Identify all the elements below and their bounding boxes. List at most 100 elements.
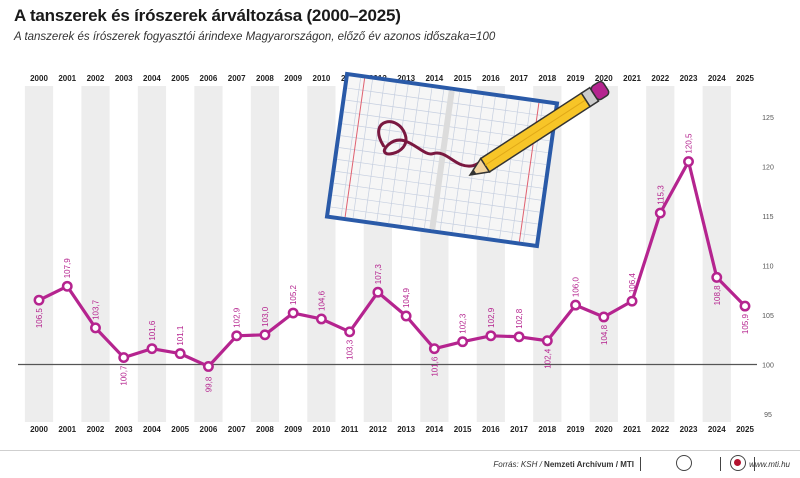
source-prefix: Forrás: KSH / (493, 460, 545, 469)
x-tick-label-top: 2004 (143, 74, 161, 83)
x-tick-label-bottom: 2019 (567, 425, 585, 434)
x-tick-label-top: 2015 (454, 74, 472, 83)
year-stripe (702, 86, 731, 422)
data-label: 103,0 (261, 306, 270, 327)
data-label: 101,1 (176, 325, 185, 346)
data-label: 106,4 (628, 273, 637, 294)
data-label: 103,3 (346, 339, 355, 360)
x-tick-label-top: 2023 (680, 74, 698, 83)
data-point (711, 271, 723, 283)
x-tick-label-top: 2016 (482, 74, 500, 83)
data-label: 102,4 (543, 348, 552, 369)
data-point (33, 294, 45, 306)
y-tick-label: 120 (762, 165, 774, 172)
data-label: 101,6 (430, 356, 439, 377)
data-point (513, 331, 525, 343)
x-tick-label-top: 2018 (538, 74, 556, 83)
x-tick-label-top: 2001 (58, 74, 76, 83)
data-label: 101,6 (148, 320, 157, 341)
x-tick-label-bottom: 2000 (30, 425, 48, 434)
data-point (146, 343, 158, 355)
x-tick-label-bottom: 2012 (369, 425, 387, 434)
data-point (174, 348, 186, 360)
y-tick-label: 125 (762, 115, 774, 122)
data-point (541, 335, 553, 347)
data-label: 102,9 (233, 307, 242, 328)
x-tick-label-top: 2006 (200, 74, 218, 83)
year-stripe (307, 86, 336, 422)
x-tick-label-bottom: 2001 (58, 425, 76, 434)
data-point (626, 295, 638, 307)
data-point (739, 300, 751, 312)
data-label: 100,7 (120, 365, 129, 386)
x-tick-label-bottom: 2021 (623, 425, 641, 434)
x-tick-label-top: 2025 (736, 74, 754, 83)
x-tick-label-top: 2000 (30, 74, 48, 83)
source-main: Nemzeti Archívum / MTI (544, 460, 634, 469)
x-tick-label-bottom: 2003 (115, 425, 133, 434)
data-label: 108,8 (713, 285, 722, 306)
footer-divider (720, 457, 721, 471)
data-label: 104,9 (402, 287, 411, 308)
data-point (683, 156, 694, 168)
y-tick-label: 100 (762, 363, 774, 370)
year-stripe (250, 86, 280, 422)
data-point (259, 329, 271, 341)
archive-logo-icon (676, 455, 692, 471)
x-tick-label-top: 2008 (256, 74, 274, 83)
data-label: 105,2 (289, 284, 298, 305)
x-tick-label-top: 2017 (510, 74, 528, 83)
website-link[interactable]: www.mti.hu (749, 460, 790, 469)
pencil-icon (468, 80, 610, 177)
data-label: 107,3 (374, 264, 383, 285)
x-tick-label-bottom: 2010 (313, 425, 331, 434)
x-tick-label-bottom: 2005 (171, 425, 189, 434)
footer: Forrás: KSH / Nemzeti Archívum / MTI www… (0, 450, 800, 478)
x-tick-label-top: 2002 (87, 74, 105, 83)
x-tick-label-bottom: 2018 (538, 425, 556, 434)
data-point (485, 330, 497, 342)
x-axis-bottom: 2000 2001 2002 2003 2004 2005 2006 2007 2008 2009… (30, 425, 754, 434)
data-points (33, 156, 751, 372)
data-point (457, 336, 469, 348)
data-label: 104,6 (317, 290, 326, 311)
chart-title: A tanszerek és írószerek árváltozása (20… (14, 6, 401, 25)
x-tick-label-top: 2024 (708, 74, 726, 83)
data-point (231, 330, 243, 342)
y-tick-label: 115 (762, 214, 773, 221)
x-tick-label-bottom: 2023 (680, 425, 698, 434)
x-tick-label-bottom: 2002 (87, 425, 105, 434)
x-tick-label-top: 2005 (171, 74, 189, 83)
x-tick-label-bottom: 2015 (454, 425, 472, 434)
x-tick-label-top: 2020 (595, 74, 613, 83)
data-label: 107,9 (63, 258, 72, 279)
data-label: 106,5 (35, 308, 44, 329)
data-point (654, 207, 666, 219)
data-label: 102,9 (487, 307, 496, 328)
data-label: 106,0 (572, 277, 581, 298)
notebook-icon (324, 71, 560, 249)
x-tick-label-bottom: 2016 (482, 425, 500, 434)
x-tick-label-bottom: 2011 (341, 425, 359, 434)
x-tick-label-top: 2013 (397, 74, 415, 83)
x-tick-label-top: 2009 (284, 74, 302, 83)
x-tick-label-bottom: 2008 (256, 425, 274, 434)
data-point (570, 299, 582, 311)
notebook-pencil-illustration (324, 71, 610, 249)
data-labels: 106,5 107,9 103,7 100,7 101,6 101,1 99,8 102,9 1… (35, 133, 750, 392)
data-point (344, 326, 356, 338)
x-tick-label-top: 2014 (425, 74, 443, 83)
year-stripe (646, 86, 675, 422)
data-point (287, 307, 299, 319)
data-point (202, 361, 214, 372)
year-stripe (81, 86, 110, 422)
source-note: Forrás: KSH / Nemzeti Archívum / MTI (493, 460, 634, 469)
x-tick-label-bottom: 2017 (510, 425, 528, 434)
x-tick-label-top: 2022 (651, 74, 669, 83)
data-label: 105,9 (741, 314, 750, 335)
x-tick-label-top: 2007 (228, 74, 246, 83)
footer-divider (754, 457, 755, 471)
mti-logo-icon (730, 455, 746, 471)
data-point (400, 310, 412, 322)
